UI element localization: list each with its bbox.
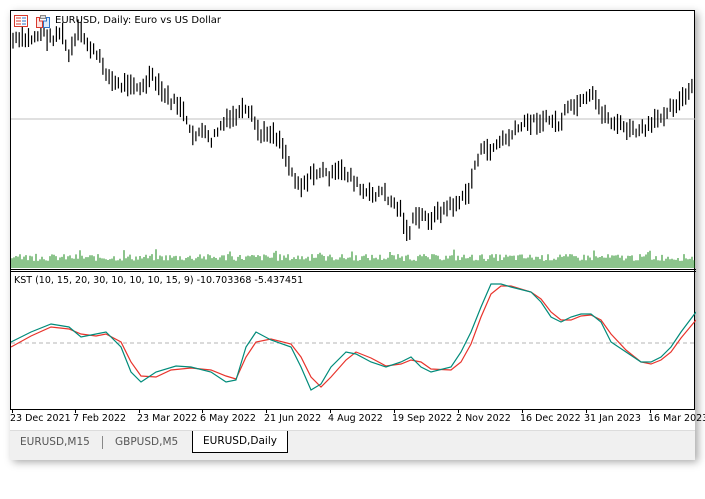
indicator-label: KST (10, 15, 20, 30, 10, 10, 10, 15, 9) …	[14, 275, 304, 286]
chart-tabs: EURUSD,M15 GBPUSD,M5 EURUSD,Daily	[10, 430, 695, 460]
axis-tick	[139, 410, 140, 413]
time-axis-label: 7 Feb 2022	[73, 413, 127, 424]
chart-window: EURUSD, Daily: Euro vs US Dollar KST (10…	[10, 10, 705, 460]
chart-title: EURUSD, Daily: Euro vs US Dollar	[55, 15, 222, 26]
time-axis: 23 Dec 2021 7 Feb 2022 23 Mar 2022 6 May 20…	[10, 410, 705, 430]
kst-line	[11, 283, 696, 391]
tab-eurusd-m15[interactable]: EURUSD,M15	[20, 436, 90, 448]
chart-area[interactable]: EURUSD, Daily: Euro vs US Dollar KST (10…	[10, 10, 696, 411]
tab-eurusd-daily[interactable]: EURUSD,Daily	[192, 431, 288, 453]
axis-tick	[330, 410, 331, 413]
chart-objects-icon[interactable]	[36, 15, 50, 28]
axis-tick	[394, 410, 395, 413]
axis-tick	[522, 410, 523, 413]
time-axis-label: 23 Dec 2021	[10, 413, 71, 424]
time-axis-label: 16 Dec 2022	[520, 413, 581, 424]
time-axis-label: 31 Jan 2023	[584, 413, 641, 424]
tab-separator	[102, 436, 103, 449]
time-axis-label: 19 Sep 2022	[392, 413, 453, 424]
time-axis-label: 23 Mar 2022	[137, 413, 198, 424]
volume-bars	[11, 249, 695, 268]
time-axis-label: 6 May 2022	[200, 413, 256, 424]
time-axis-label: 4 Aug 2022	[328, 413, 383, 424]
axis-tick	[458, 410, 459, 413]
axis-tick	[202, 410, 203, 413]
axis-tick	[12, 410, 13, 413]
list-icon[interactable]	[14, 15, 28, 27]
time-axis-label: 2 Nov 2022	[456, 413, 511, 424]
axis-tick	[586, 410, 587, 413]
time-axis-label: 21 Jun 2022	[264, 413, 322, 424]
price-chart[interactable]	[11, 11, 696, 411]
axis-tick	[75, 410, 76, 413]
price-bars	[12, 19, 693, 241]
tab-gbpusd-m5[interactable]: GBPUSD,M5	[115, 436, 179, 448]
time-axis-label: 16 Mar 2023	[648, 413, 705, 424]
axis-tick	[266, 410, 267, 413]
kst-signal-line	[11, 285, 696, 388]
axis-tick	[650, 410, 651, 413]
